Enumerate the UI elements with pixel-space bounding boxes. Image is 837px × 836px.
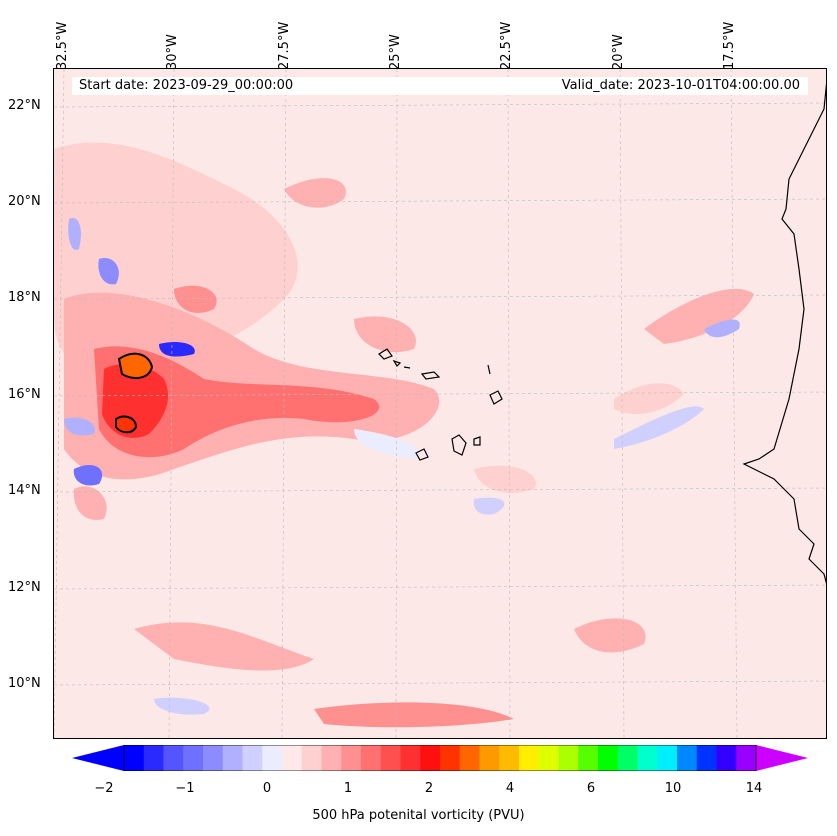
colorbar-cell bbox=[380, 745, 401, 771]
gridlines bbox=[54, 69, 826, 738]
colorbar-cell bbox=[598, 745, 619, 771]
colorbar-cell bbox=[183, 745, 204, 771]
colorbar-cell bbox=[677, 745, 698, 771]
lat-label: 20°N bbox=[8, 194, 41, 209]
colorbar-over-arrow bbox=[756, 745, 808, 771]
colorbar-cell bbox=[143, 745, 164, 771]
colorbar bbox=[72, 745, 808, 771]
colorbar-cell bbox=[519, 745, 540, 771]
colorbar-tick: 2 bbox=[424, 781, 434, 796]
colorbar-cell bbox=[657, 745, 678, 771]
lat-label: 18°N bbox=[8, 290, 41, 305]
colorbar-cell bbox=[558, 745, 579, 771]
colorbar-tick: 0 bbox=[262, 781, 272, 796]
negative-pv-contours bbox=[64, 218, 740, 715]
colorbar-cell bbox=[321, 745, 342, 771]
colorbar-tick: 4 bbox=[505, 781, 515, 796]
colorbar-cell bbox=[203, 745, 224, 771]
colorbar-cell bbox=[479, 745, 500, 771]
colorbar-cell bbox=[282, 745, 303, 771]
cape-verde-islands bbox=[378, 348, 503, 461]
lat-label: 12°N bbox=[8, 580, 41, 595]
colorbar-cell bbox=[499, 745, 520, 771]
date-info-bar: Start date: 2023-09-29_00:00:00 Valid_da… bbox=[72, 77, 808, 95]
colorbar-cell bbox=[716, 745, 737, 771]
lat-label: 22°N bbox=[8, 98, 41, 113]
lat-label: 14°N bbox=[8, 483, 41, 498]
colorbar-cell bbox=[637, 745, 658, 771]
colorbar-tick: −2 bbox=[94, 781, 114, 796]
colorbar-cell bbox=[163, 745, 184, 771]
colorbar-cell bbox=[341, 745, 362, 771]
colorbar-cell bbox=[696, 745, 717, 771]
colorbar-cell bbox=[242, 745, 263, 771]
lat-label: 10°N bbox=[8, 676, 41, 691]
pv-field-map bbox=[54, 69, 826, 738]
colorbar-cell bbox=[301, 745, 322, 771]
coastline bbox=[742, 82, 826, 584]
colorbar-cell bbox=[124, 745, 145, 771]
colorbar-tick: 14 bbox=[745, 781, 763, 796]
colorbar-tick: 10 bbox=[664, 781, 682, 796]
colorbar-cell bbox=[440, 745, 461, 771]
colorbar-cell bbox=[617, 745, 638, 771]
colorbar-cell bbox=[459, 745, 480, 771]
colorbar-tick: −1 bbox=[175, 781, 195, 796]
start-date-label: Start date: 2023-09-29_00:00:00 bbox=[79, 78, 294, 93]
colorbar-cell bbox=[538, 745, 559, 771]
map-panel[interactable] bbox=[53, 68, 827, 739]
positive-pv-contours bbox=[54, 142, 754, 728]
colorbar-cell bbox=[736, 745, 757, 771]
lat-label: 16°N bbox=[8, 387, 41, 402]
colorbar-cell bbox=[262, 745, 283, 771]
colorbar-under-arrow bbox=[72, 745, 124, 771]
colorbar-cells bbox=[124, 745, 757, 771]
colorbar-cell bbox=[361, 745, 382, 771]
valid-date-label: Valid_date: 2023-10-01T04:00:00.00 bbox=[561, 78, 800, 93]
colorbar-cell bbox=[578, 745, 599, 771]
colorbar-tick: 6 bbox=[586, 781, 596, 796]
colorbar-cell bbox=[222, 745, 243, 771]
colorbar-tick: 1 bbox=[343, 781, 353, 796]
colorbar-label: 500 hPa potenital vorticity (PVU) bbox=[312, 808, 525, 823]
colorbar-cell bbox=[400, 745, 421, 771]
colorbar-cell bbox=[420, 745, 441, 771]
